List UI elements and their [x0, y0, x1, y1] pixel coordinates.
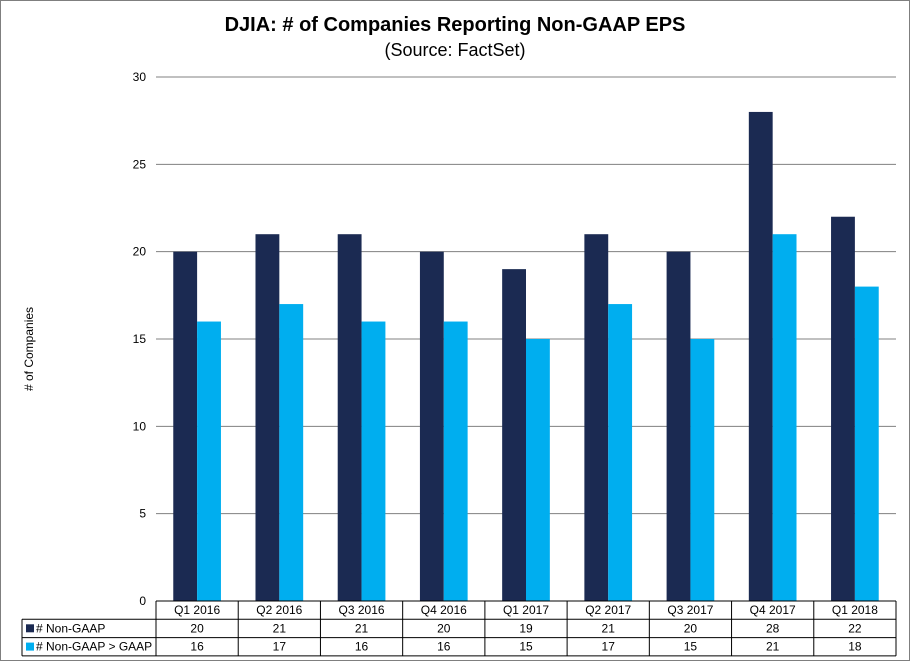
data-value-label: 15: [684, 640, 698, 654]
data-value-label: 28: [766, 621, 780, 635]
legend-swatch: [26, 642, 34, 651]
y-tick-label: 25: [133, 157, 147, 171]
data-value-label: 15: [519, 640, 533, 654]
data-value-label: 16: [355, 640, 369, 654]
bars: [173, 111, 879, 601]
legend-label: # Non-GAAP: [36, 621, 105, 635]
y-tick-label: 5: [139, 507, 146, 521]
bar-non-gaap-gt-gaap: [690, 339, 715, 601]
bar-non-gaap: [502, 269, 526, 601]
bar-non-gaap-gt-gaap: [197, 321, 221, 601]
bar-non-gaap: [173, 251, 198, 601]
data-value-label: 22: [848, 621, 862, 635]
y-tick-label: 10: [133, 419, 147, 433]
legend-swatch: [26, 624, 34, 633]
data-value-label: 21: [602, 621, 616, 635]
data-value-label: 20: [190, 621, 204, 635]
bar-non-gaap-gt-gaap: [608, 304, 633, 601]
y-tick-label: 0: [139, 594, 146, 608]
x-tick-label: Q3 2016: [339, 603, 385, 617]
bar-non-gaap-gt-gaap: [443, 321, 468, 601]
data-value-label: 21: [273, 621, 287, 635]
bar-non-gaap: [255, 234, 280, 601]
bar-non-gaap: [748, 111, 773, 601]
x-tick-label: Q1 2017: [503, 603, 549, 617]
legend-label: # Non-GAAP > GAAP: [36, 640, 152, 654]
data-value-label: 18: [848, 640, 862, 654]
bar-non-gaap-gt-gaap: [854, 286, 879, 601]
y-axis-label: # of Companies: [22, 307, 36, 391]
data-value-label: 19: [519, 621, 533, 635]
x-tick-label: Q1 2018: [832, 603, 878, 617]
x-tick-label: Q4 2016: [421, 603, 467, 617]
x-tick-label: Q3 2017: [667, 603, 713, 617]
x-tick-label: Q2 2016: [256, 603, 302, 617]
data-value-label: 17: [273, 640, 287, 654]
y-tick-label: 15: [133, 332, 147, 346]
bar-non-gaap-gt-gaap: [279, 304, 304, 601]
bar-non-gaap: [831, 216, 855, 601]
bar-non-gaap: [666, 251, 691, 601]
data-value-label: 16: [437, 640, 451, 654]
bar-non-gaap-gt-gaap: [526, 339, 550, 601]
bar-non-gaap: [419, 251, 444, 601]
data-value-label: 17: [602, 640, 616, 654]
bar-non-gaap: [584, 234, 609, 601]
chart-subtitle: (Source: FactSet): [384, 40, 525, 60]
x-tick-label: Q1 2016: [174, 603, 220, 617]
y-tick-label: 20: [133, 245, 147, 259]
chart-title: DJIA: # of Companies Reporting Non-GAAP …: [225, 14, 686, 36]
data-value-label: 20: [684, 621, 698, 635]
x-tick-label: Q2 2017: [585, 603, 631, 617]
data-value-label: 20: [437, 621, 451, 635]
y-axis-ticks: 0 5 10 15 20 25 30: [133, 70, 147, 608]
data-value-label: 21: [766, 640, 780, 654]
bar-non-gaap-gt-gaap: [361, 321, 386, 601]
y-tick-label: 30: [133, 70, 147, 84]
data-value-label: 21: [355, 621, 369, 635]
bar-non-gaap: [337, 234, 362, 601]
data-table: Q1 2016 Q2 2016 Q3 2016 Q4 2016 Q1 2017 Q2 20…: [21, 600, 897, 657]
x-tick-label: Q4 2017: [750, 603, 796, 617]
bar-non-gaap-gt-gaap: [772, 234, 797, 601]
data-value-label: 16: [190, 640, 204, 654]
